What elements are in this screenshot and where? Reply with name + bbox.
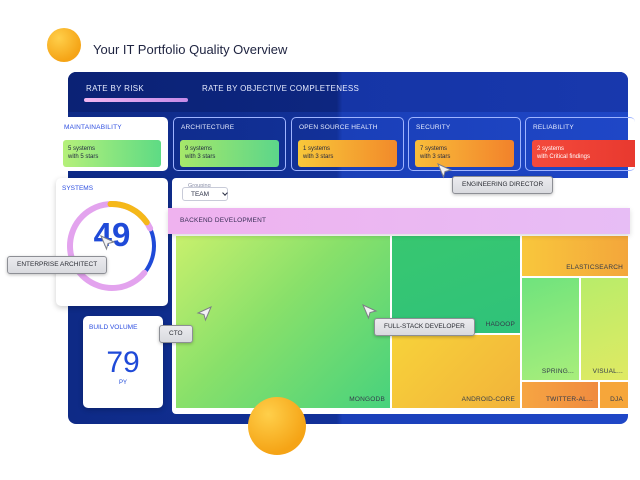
decorative-orange-dot bbox=[248, 397, 306, 455]
metric-label: ARCHITECTURE bbox=[181, 124, 235, 131]
metric-open-source-health[interactable]: OPEN SOURCE HEALTH 1 systems with 3 star… bbox=[291, 117, 404, 171]
metric-label: MAINTAINABILITY bbox=[64, 124, 122, 131]
treemap-tile-dja[interactable]: DJA bbox=[600, 382, 628, 408]
treemap-tile-mongodb[interactable]: MONGODB bbox=[176, 236, 390, 408]
persona-tag-enterprise-architect: ENTERPRISE ARCHITECT bbox=[7, 256, 108, 274]
metric-maintainability[interactable]: MAINTAINABILITY 5 systems with 5 stars bbox=[56, 117, 168, 171]
metric-label: SECURITY bbox=[416, 124, 451, 131]
tab-rate-by-risk[interactable]: RATE BY RISK bbox=[86, 84, 144, 93]
page-title: Your IT Portfolio Quality Overview bbox=[93, 42, 288, 57]
metric-status: 9 systems with 3 stars bbox=[180, 140, 279, 167]
metric-detail: with 3 stars bbox=[185, 154, 216, 160]
group-header-label: BACKEND DEVELOPMENT bbox=[180, 217, 267, 224]
metric-security[interactable]: SECURITY 7 systems with 3 stars bbox=[408, 117, 521, 171]
systems-count: 49 bbox=[93, 216, 131, 253]
treemap-tile-elasticsearch[interactable]: ELASTICSEARCH bbox=[522, 236, 628, 276]
build-volume-card[interactable]: BUILD VOLUME 79 PY bbox=[83, 316, 163, 408]
metric-detail: with 3 stars bbox=[420, 154, 451, 160]
metric-count: 2 systems bbox=[537, 146, 565, 152]
tile-label: HADOOP bbox=[485, 321, 515, 328]
tile-label: TWITTER-AL... bbox=[545, 396, 593, 403]
treemap-tile-twitter[interactable]: TWITTER-AL... bbox=[522, 382, 598, 408]
metric-reliability[interactable]: RELIABILITY 2 systems with Critical find… bbox=[525, 117, 635, 171]
metric-count: 5 systems bbox=[68, 146, 96, 152]
systems-gauge bbox=[67, 201, 157, 291]
persona-tag-cto: CTO bbox=[159, 325, 193, 343]
chevron-down-icon bbox=[222, 190, 228, 196]
metric-label: RELIABILITY bbox=[533, 124, 574, 131]
group-header-backend[interactable]: BACKEND DEVELOPMENT bbox=[168, 208, 630, 234]
build-volume-value: 79 bbox=[106, 346, 140, 379]
tile-label: DJA bbox=[610, 396, 623, 403]
tile-label: MONGODB bbox=[349, 396, 385, 403]
persona-tag-engineering-director: ENGINEERING DIRECTOR bbox=[452, 176, 554, 194]
gauge-arc-yellow bbox=[67, 201, 157, 291]
decorative-orange-dot bbox=[47, 28, 81, 62]
treemap-tile-hadoop[interactable]: HADOOP bbox=[392, 236, 520, 333]
metric-architecture[interactable]: ARCHITECTURE 9 systems with 3 stars bbox=[173, 117, 286, 171]
grouping-select[interactable]: TEAM bbox=[182, 187, 228, 201]
treemap-tile-spring[interactable]: SPRING... bbox=[522, 278, 579, 380]
treemap-tile-visual[interactable]: VISUAL... bbox=[581, 278, 628, 380]
metric-status: 2 systems with Critical findings bbox=[532, 140, 635, 167]
metric-status: 7 systems with 3 stars bbox=[415, 140, 514, 167]
metric-count: 7 systems bbox=[420, 146, 448, 152]
treemap-tile-android-core[interactable]: ANDROID-CORE bbox=[392, 335, 520, 408]
tab-rate-by-objective[interactable]: RATE BY OBJECTIVE COMPLETENESS bbox=[202, 84, 360, 93]
tile-label: ELASTICSEARCH bbox=[566, 264, 623, 271]
tile-label: SPRING... bbox=[541, 368, 574, 375]
metric-count: 1 systems bbox=[303, 146, 331, 152]
active-tab-indicator bbox=[84, 98, 188, 102]
metric-count: 9 systems bbox=[185, 146, 213, 152]
build-volume-label: BUILD VOLUME bbox=[89, 324, 138, 331]
build-volume-unit: PY bbox=[118, 380, 127, 386]
tile-label: VISUAL... bbox=[592, 368, 623, 375]
metric-detail: with Critical findings bbox=[537, 154, 591, 160]
metric-status: 1 systems with 3 stars bbox=[298, 140, 397, 167]
grouping-caption: Grouping bbox=[188, 183, 211, 189]
metric-status: 5 systems with 5 stars bbox=[63, 140, 161, 167]
grouping-selected-value: TEAM bbox=[191, 191, 210, 198]
metric-label: OPEN SOURCE HEALTH bbox=[299, 124, 378, 131]
metric-detail: with 3 stars bbox=[303, 154, 334, 160]
metric-detail: with 5 stars bbox=[68, 154, 99, 160]
tile-label: ANDROID-CORE bbox=[461, 396, 515, 403]
systems-label: SYSTEMS bbox=[62, 185, 94, 192]
persona-tag-fullstack-developer: FULL-STACK DEVELOPER bbox=[374, 318, 475, 336]
tab-strip bbox=[68, 72, 628, 112]
